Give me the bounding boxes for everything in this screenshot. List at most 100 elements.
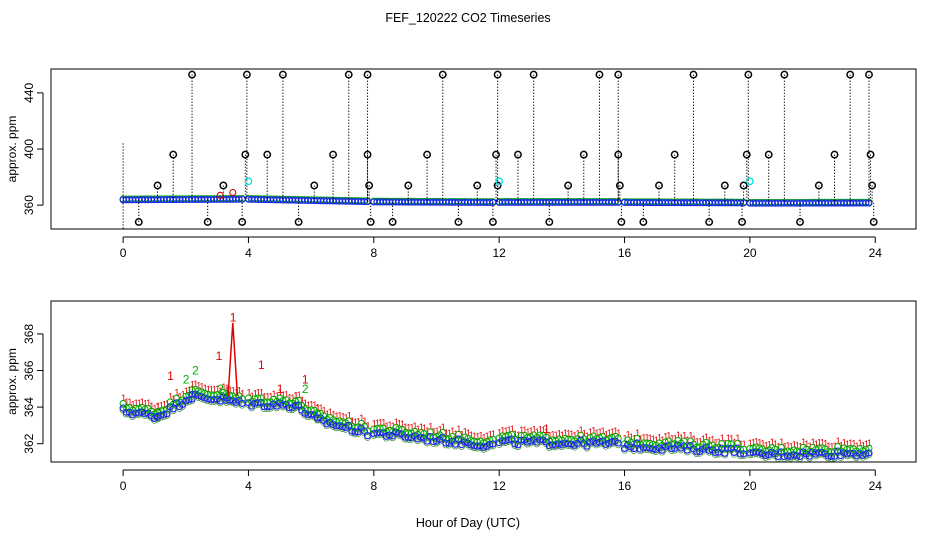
red-series-label: 1: [485, 431, 490, 441]
plot-marks: [119, 70, 878, 229]
red-series-label: 1: [350, 416, 355, 426]
red-series-label: 1: [325, 409, 330, 419]
flag-point: [705, 218, 714, 226]
flag-point: [742, 150, 751, 159]
y-tick-label: 366: [22, 360, 36, 380]
red-series-label: 1: [507, 425, 512, 435]
red-series-label: 1: [334, 411, 339, 421]
red-series-label: 1: [319, 403, 324, 413]
red-series-label: 1: [190, 379, 195, 389]
red-series-label: 1: [742, 439, 747, 449]
red-series-label: 1: [757, 437, 762, 447]
red-series-label: 1: [174, 388, 179, 398]
red-series-label: 1: [322, 405, 327, 415]
red-series-label: 1: [848, 438, 853, 448]
plot-frame: [50, 300, 917, 463]
red-series-label: 1: [726, 433, 731, 443]
red-series-label: 1: [215, 384, 220, 394]
red-series-label: 1: [193, 379, 198, 389]
blue-series-point: [141, 410, 149, 418]
red-series-label: 1: [331, 409, 336, 419]
cyan-point: [244, 177, 253, 186]
red-series-label: 1: [300, 395, 305, 405]
flag-point: [493, 181, 502, 190]
red-series-label: 1: [550, 430, 555, 440]
red-series-label: 1: [127, 397, 132, 407]
flag-point: [310, 181, 319, 190]
red-series-label: 1: [601, 426, 606, 436]
flag-point: [404, 181, 413, 190]
red-series-label: 1: [262, 392, 267, 402]
red-series-label: 1: [635, 428, 640, 438]
red-series-label: 1: [287, 393, 292, 403]
flag-point: [219, 181, 228, 190]
flag-point: [238, 218, 247, 226]
red-series-label: 1: [168, 392, 173, 402]
flag-point: [488, 218, 497, 226]
red-spike-label: 1: [258, 358, 265, 372]
chart-title: FEF_120222 CO2 Timeseries: [385, 11, 550, 25]
red-series-label: 1: [861, 440, 866, 450]
red-series-label: 1: [250, 391, 255, 401]
flag-point: [866, 150, 875, 159]
y-tick-label: 368: [22, 324, 36, 344]
red-series-label: 1: [613, 426, 618, 436]
flag-point: [242, 70, 251, 79]
red-series-label: 1: [538, 425, 543, 435]
blue-series-point: [762, 452, 770, 460]
red-series-label: 1: [456, 424, 461, 434]
red-series-label: 1: [864, 439, 869, 449]
red-series-label: 1: [196, 381, 201, 391]
red-series-label: 1: [228, 385, 233, 395]
red-series-label: 1: [177, 392, 182, 402]
red-series-label: 1: [695, 437, 700, 447]
y-tick-label: 360: [22, 195, 36, 215]
red-series-label: 1: [199, 381, 204, 391]
x-tick-label: 20: [743, 246, 757, 260]
green-series-point: [454, 430, 462, 438]
red-series-label: 1: [265, 392, 270, 402]
flag-point: [188, 70, 196, 79]
red-series-label: 1: [234, 387, 239, 397]
green-series-point: [345, 417, 353, 425]
flag-point: [670, 150, 679, 159]
flag-point: [241, 150, 250, 159]
red-series-label: 1: [851, 438, 856, 448]
y-axis-label: approx. ppm: [5, 116, 19, 183]
blue-series-point: [736, 199, 745, 207]
red-series-label: 1: [284, 389, 289, 399]
red-series-label: 1: [701, 434, 706, 444]
blue-series-point: [454, 435, 462, 443]
red-series-label: 1: [372, 419, 377, 429]
red-series-label: 1: [353, 417, 358, 427]
red-series-label: 1: [532, 425, 537, 435]
red-series-label: 1: [422, 423, 427, 433]
red-series-label: 1: [566, 429, 571, 439]
blue-series-point: [486, 440, 494, 449]
blue-series-point: [160, 411, 168, 419]
y-axis-label: approx. ppm: [5, 348, 19, 415]
flag-point: [579, 150, 588, 159]
flag-point: [344, 70, 353, 79]
red-series-label: 1: [140, 397, 145, 407]
red-series-label: 1: [149, 401, 154, 411]
red-series-label: 1: [491, 429, 496, 439]
red-series-label: 1: [463, 427, 468, 437]
red-series-label: 1: [563, 428, 568, 438]
flag-point: [614, 70, 623, 79]
red-series-label: 1: [720, 433, 725, 443]
red-series-label: 1: [366, 421, 371, 431]
red-series-label: 1: [854, 441, 859, 451]
red-series-label: 1: [406, 423, 411, 433]
green-series-point: [385, 426, 393, 434]
plot-frame: [50, 68, 917, 230]
blue-series-point: [667, 445, 676, 453]
green-series-point: [197, 388, 205, 396]
red-series-label: 1: [588, 427, 593, 437]
green-series-point: [724, 440, 732, 448]
green-series-point: [818, 444, 826, 452]
red-series-label: 1: [497, 428, 502, 438]
red-series-label: 1: [804, 439, 809, 449]
blue-series-point: [235, 195, 243, 203]
